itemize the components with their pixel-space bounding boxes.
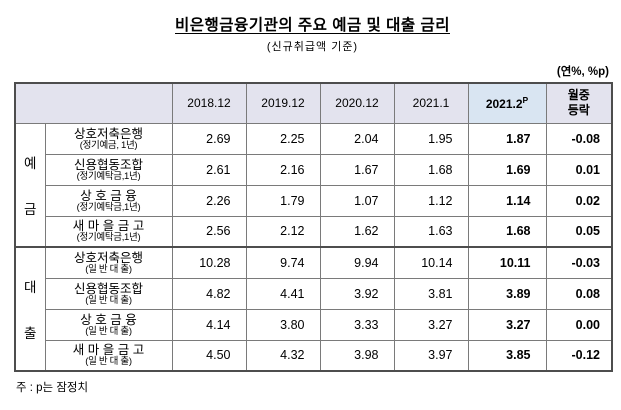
rate-cell-provisional: 10.11 [467, 246, 547, 279]
provisional-superscript: P [522, 95, 529, 106]
rate-cell: 3.81 [393, 277, 469, 310]
page-title: 비은행금융기관의 주요 예금 및 대출 금리 [175, 17, 450, 34]
col-header-2021-1: 2021.1 [393, 82, 469, 124]
rate-cell: 10.14 [393, 246, 469, 279]
monthly-change-line2: 등락 [567, 103, 590, 118]
row-label-credit-union: 신용협동조합 (일 반 대 출) [44, 277, 173, 310]
table-row: 새 마 을 금 고 (일 반 대 출) 4.50 4.32 3.98 3.97 … [15, 339, 613, 372]
table-row: 대 출 상호저축은행 (일 반 대 출) 10.28 9.74 9.94 10.… [14, 246, 613, 372]
rate-cell: 1.63 [393, 215, 469, 248]
row-label-credit-union: 신용협동조합 (정기예탁금,1년) [44, 153, 173, 186]
col-header-2021-2p-text: 2021.2 [485, 97, 523, 112]
rate-cell: 1.79 [245, 184, 321, 217]
rate-cell: 9.74 [245, 246, 321, 279]
monthly-change-line1: 월중 [567, 87, 590, 102]
rate-cell: 4.32 [245, 339, 321, 372]
rate-cell: 2.61 [171, 153, 247, 186]
rate-cell: 4.41 [245, 277, 321, 310]
row-label-mutual-finance: 상 호 금 융 (정기예탁금,1년) [44, 184, 173, 217]
rate-cell: 3.98 [319, 339, 395, 372]
rate-cell: 3.33 [319, 308, 395, 341]
col-header-monthly-change: 월중 등락 [545, 82, 613, 124]
row-label-community-credit: 새 마 을 금 고 (정기예탁금,1년) [44, 215, 173, 248]
unit-note: (연%, %p) [556, 66, 609, 78]
rate-cell: 3.97 [393, 339, 469, 372]
rate-cell: 4.82 [171, 277, 247, 310]
change-cell: 0.01 [545, 153, 613, 186]
row-label-mutual-finance: 상 호 금 융 (일 반 대 출) [44, 308, 173, 341]
row-label-savings-bank: 상호저축은행 (정기예금, 1년) [44, 122, 173, 155]
table-row: 신용협동조합 (정기예탁금,1년) 2.61 2.16 1.67 1.68 1.… [15, 153, 613, 186]
rate-cell: 3.80 [245, 308, 321, 341]
rate-cell: 1.67 [319, 153, 395, 186]
rate-cell-provisional: 3.89 [467, 277, 547, 310]
rate-cell: 4.14 [171, 308, 247, 341]
rates-table: 2018.12 2019.12 2020.12 2021.1 2021.2P 월… [14, 82, 613, 372]
rate-cell: 9.94 [319, 246, 395, 279]
rate-cell: 2.26 [171, 184, 247, 217]
page-subtitle: (신규취급액 기준) [266, 41, 359, 53]
rate-cell: 4.50 [171, 339, 247, 372]
group-loan: 대 출 [14, 246, 46, 372]
rate-cell: 1.68 [393, 153, 469, 186]
col-header-2021-2p: 2021.2P [467, 82, 547, 124]
change-cell: -0.08 [545, 122, 613, 155]
rate-cell-provisional: 1.68 [467, 215, 547, 248]
table-row: 새 마 을 금 고 (정기예탁금,1년) 2.56 2.12 1.62 1.63… [15, 215, 613, 248]
rate-cell: 1.12 [393, 184, 469, 217]
rate-cell: 1.95 [393, 122, 469, 155]
change-cell: 0.08 [545, 277, 613, 310]
group-loan-label: 대 출 [24, 280, 37, 341]
rate-cell-provisional: 3.85 [467, 339, 547, 372]
rate-cell-provisional: 1.87 [467, 122, 547, 155]
corner-cell [14, 82, 173, 124]
rate-cell: 3.27 [393, 308, 469, 341]
table-row: 상 호 금 융 (정기예탁금,1년) 2.26 1.79 1.07 1.12 1… [15, 184, 613, 217]
rate-cell: 2.25 [245, 122, 321, 155]
col-header-2018-12: 2018.12 [171, 82, 247, 124]
rate-cell-provisional: 1.14 [467, 184, 547, 217]
col-header-2019-12: 2019.12 [245, 82, 321, 124]
row-label-community-credit: 새 마 을 금 고 (일 반 대 출) [44, 339, 173, 372]
table-row: 상 호 금 융 (일 반 대 출) 4.14 3.80 3.33 3.27 3.… [15, 308, 613, 341]
table-row: 예 금 상호저축은행 (정기예금, 1년) 2.69 2.25 2.04 1.9… [14, 122, 613, 248]
table-area: (연%, %p) 2018.12 2019.12 2020.12 2021.1 … [14, 63, 613, 372]
change-cell: -0.03 [545, 246, 613, 279]
header-row: 2018.12 2019.12 2020.12 2021.1 2021.2P 월… [14, 82, 613, 124]
change-cell: 0.05 [545, 215, 613, 248]
rate-cell: 2.04 [319, 122, 395, 155]
change-cell: 0.02 [545, 184, 613, 217]
footnote: 주 : p는 잠정치 [16, 382, 89, 394]
rate-cell: 2.56 [171, 215, 247, 248]
rate-cell: 10.28 [171, 246, 247, 279]
rate-cell: 2.12 [245, 215, 321, 248]
change-cell: 0.00 [545, 308, 613, 341]
rate-cell-provisional: 1.69 [467, 153, 547, 186]
group-deposit: 예 금 [14, 122, 46, 248]
rate-cell: 2.16 [245, 153, 321, 186]
group-deposit-label: 예 금 [24, 155, 37, 217]
table-row: 신용협동조합 (일 반 대 출) 4.82 4.41 3.92 3.81 3.8… [15, 277, 613, 310]
rate-cell: 1.07 [319, 184, 395, 217]
rate-cell: 1.62 [319, 215, 395, 248]
rate-cell-provisional: 3.27 [467, 308, 547, 341]
row-label-savings-bank: 상호저축은행 (일 반 대 출) [44, 246, 173, 279]
change-cell: -0.12 [545, 339, 613, 372]
rate-cell: 2.69 [171, 122, 247, 155]
rate-cell: 3.92 [319, 277, 395, 310]
col-header-2020-12: 2020.12 [319, 82, 395, 124]
